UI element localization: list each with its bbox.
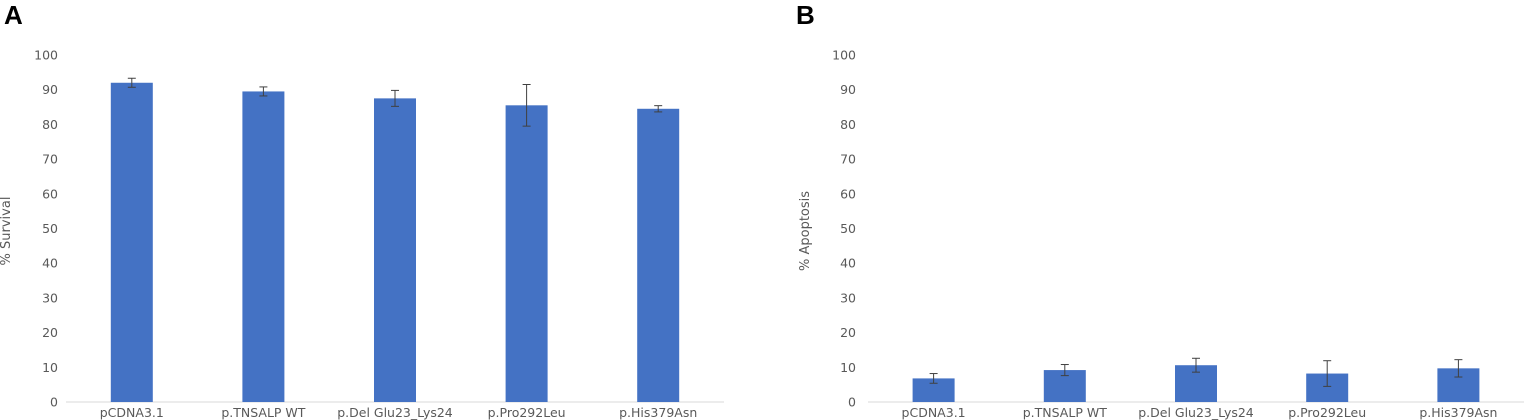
panel-a-y-ticks: 0 10 20 30 40 50 60 70 80 90 100 — [34, 48, 58, 410]
panel-a-bar — [110, 82, 153, 402]
panel-b-category-label: pCDNA3.1 — [902, 405, 966, 420]
panel-a: A % Survival 0 10 20 30 40 50 60 70 80 90 100 pCDN… — [0, 0, 724, 420]
panel-b-letter: B — [796, 0, 815, 30]
panel-b-category-labels: pCDNA3.1 p.TNSALP WT p.Del Glu23_Lys24 p.Pr… — [902, 405, 1498, 420]
panel-a-category-label: p.Del Glu23_Lys24 — [337, 405, 453, 420]
panel-b-category-label: p.His379Asn — [1419, 405, 1497, 420]
panel-b-y-ticks: 0 10 20 30 40 50 60 70 80 90 100 — [832, 48, 856, 410]
panel-b-y-tick-label: 30 — [840, 290, 856, 305]
panel-a-y-tick-label: 100 — [34, 48, 58, 63]
panel-b-y-tick-label: 50 — [840, 221, 856, 236]
panel-a-bar — [242, 91, 285, 402]
panel-b-error-bar — [1192, 357, 1200, 373]
panel-a-bar — [374, 98, 416, 402]
panel-a-category-labels: pCDNA3.1 p.TNSALP WT p.Del Glu23_Lys24 p.Pr… — [100, 405, 698, 420]
panel-a-bar — [505, 105, 548, 402]
panel-a-letter: A — [4, 0, 23, 30]
panel-a-error-bars — [127, 77, 663, 127]
panel-a-category-label: p.His379Asn — [619, 405, 697, 420]
panel-b-error-bar — [1323, 360, 1332, 387]
panel-b-error-bar — [929, 373, 938, 384]
panel-b-y-tick-label: 10 — [840, 360, 856, 375]
panel-a-category-label: p.TNSALP WT — [221, 405, 305, 420]
panel-b-error-bars — [929, 357, 1463, 387]
panel-b-y-axis-title: % Apoptosis — [798, 191, 813, 271]
panel-a-error-bar — [259, 86, 268, 97]
panel-a-y-tick-label: 10 — [42, 360, 58, 375]
panel-a-y-tick-label: 30 — [42, 290, 58, 305]
panel-a-y-tick-label: 80 — [42, 117, 58, 132]
panel-a-y-tick-label: 50 — [42, 221, 58, 236]
panel-a-error-bar — [391, 89, 399, 107]
panel-b-category-label: p.TNSALP WT — [1023, 405, 1107, 420]
panel-b-y-tick-label: 90 — [840, 82, 856, 97]
panel-a-error-bar — [654, 105, 663, 113]
panel-b-category-label: p.Del Glu23_Lys24 — [1138, 405, 1254, 420]
panel-a-y-tick-label: 90 — [42, 82, 58, 97]
panel-a-bar — [637, 108, 680, 402]
panel-a-error-bar — [127, 77, 136, 88]
panel-a-y-tick-label: 40 — [42, 256, 58, 271]
panel-a-category-label: p.Pro292Leu — [488, 405, 566, 420]
panel-b-y-tick-label: 100 — [832, 48, 856, 63]
panel-a-bars — [110, 82, 680, 402]
panel-a-category-label: pCDNA3.1 — [100, 405, 164, 420]
panel-a-y-tick-label: 0 — [50, 395, 58, 410]
panel-b-y-tick-label: 40 — [840, 256, 856, 271]
panel-b-error-bar — [1454, 359, 1463, 378]
panel-a-y-tick-label: 60 — [42, 186, 58, 201]
panel-b-y-tick-label: 60 — [840, 186, 856, 201]
panel-b-y-tick-label: 20 — [840, 325, 856, 340]
panel-b-y-tick-label: 0 — [848, 395, 856, 410]
panel-b-error-bar — [1060, 364, 1069, 377]
panel-a-error-bar — [522, 83, 531, 127]
panel-b-y-tick-label: 70 — [840, 152, 856, 167]
panel-b-category-label: p.Pro292Leu — [1288, 405, 1366, 420]
panel-a-y-axis-title: % Survival — [0, 197, 14, 266]
panel-a-y-tick-label: 70 — [42, 152, 58, 167]
panel-a-y-tick-label: 20 — [42, 325, 58, 340]
panel-b: B % Apoptosis 0 10 20 30 40 50 60 70 80 90 100 pCD… — [796, 0, 1524, 420]
panel-b-y-tick-label: 80 — [840, 117, 856, 132]
panel-b-bar — [912, 378, 955, 402]
